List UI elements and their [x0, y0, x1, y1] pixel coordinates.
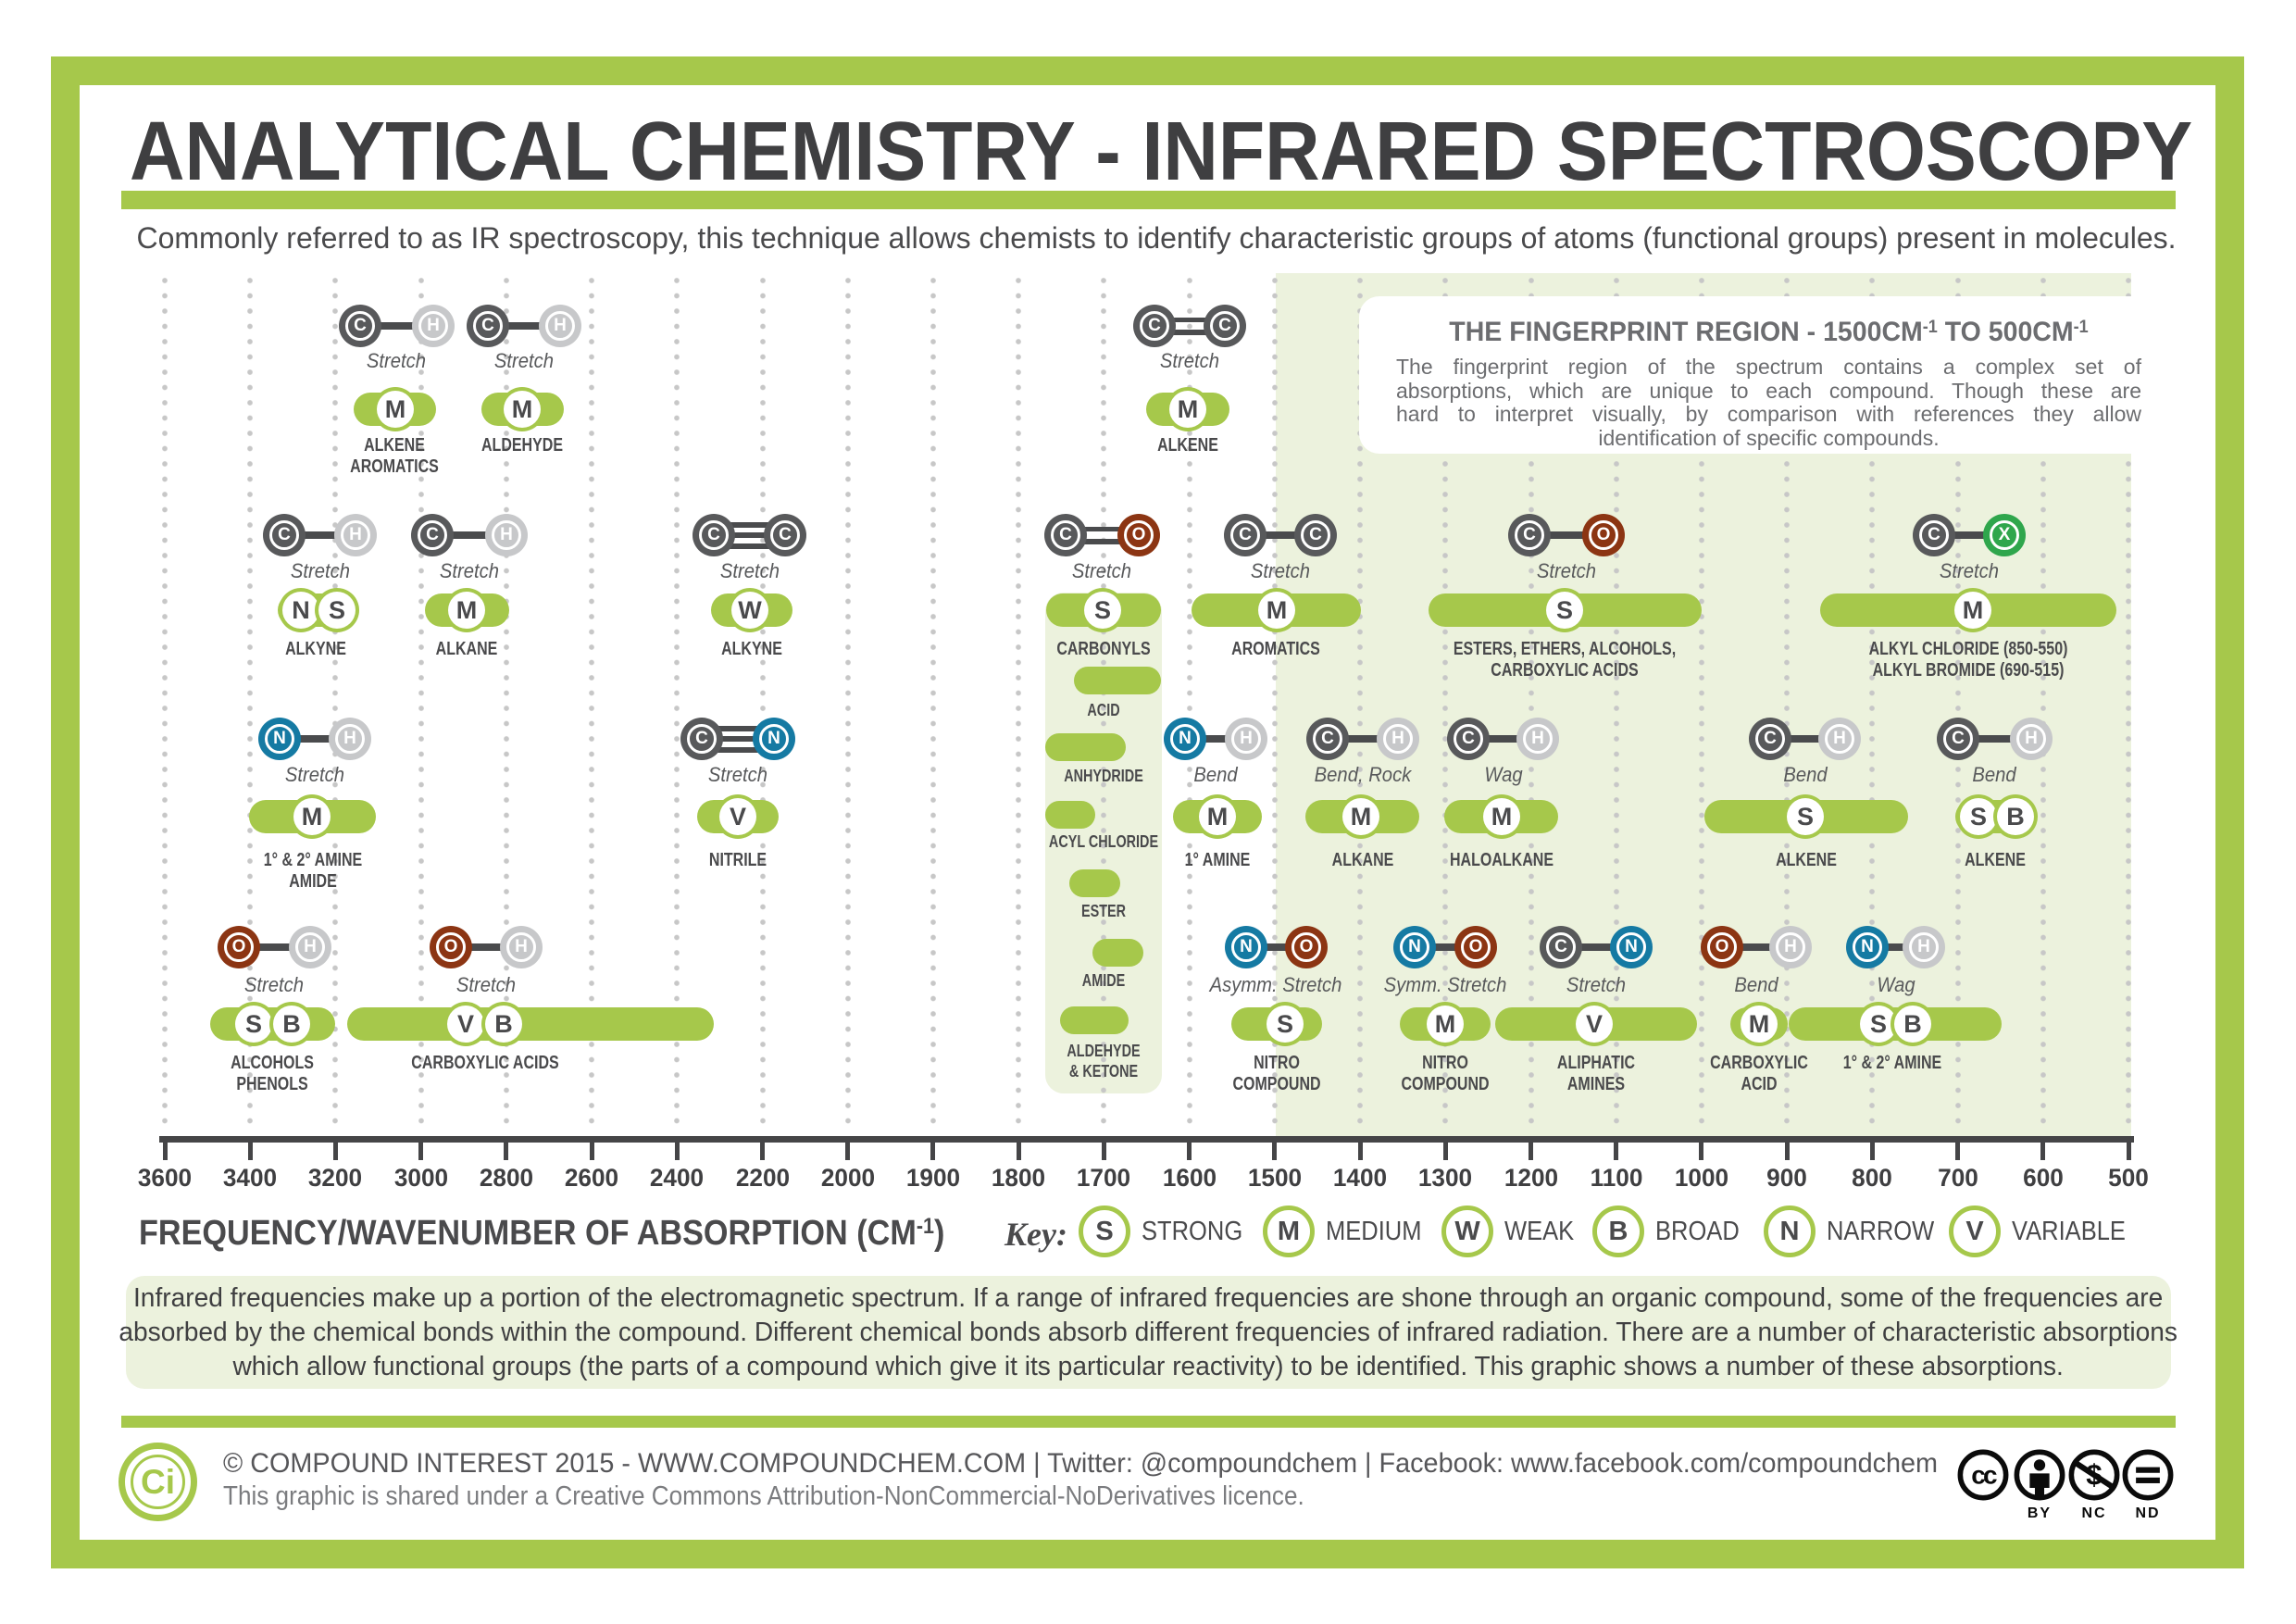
svg-text:cc: cc [1971, 1461, 1997, 1490]
